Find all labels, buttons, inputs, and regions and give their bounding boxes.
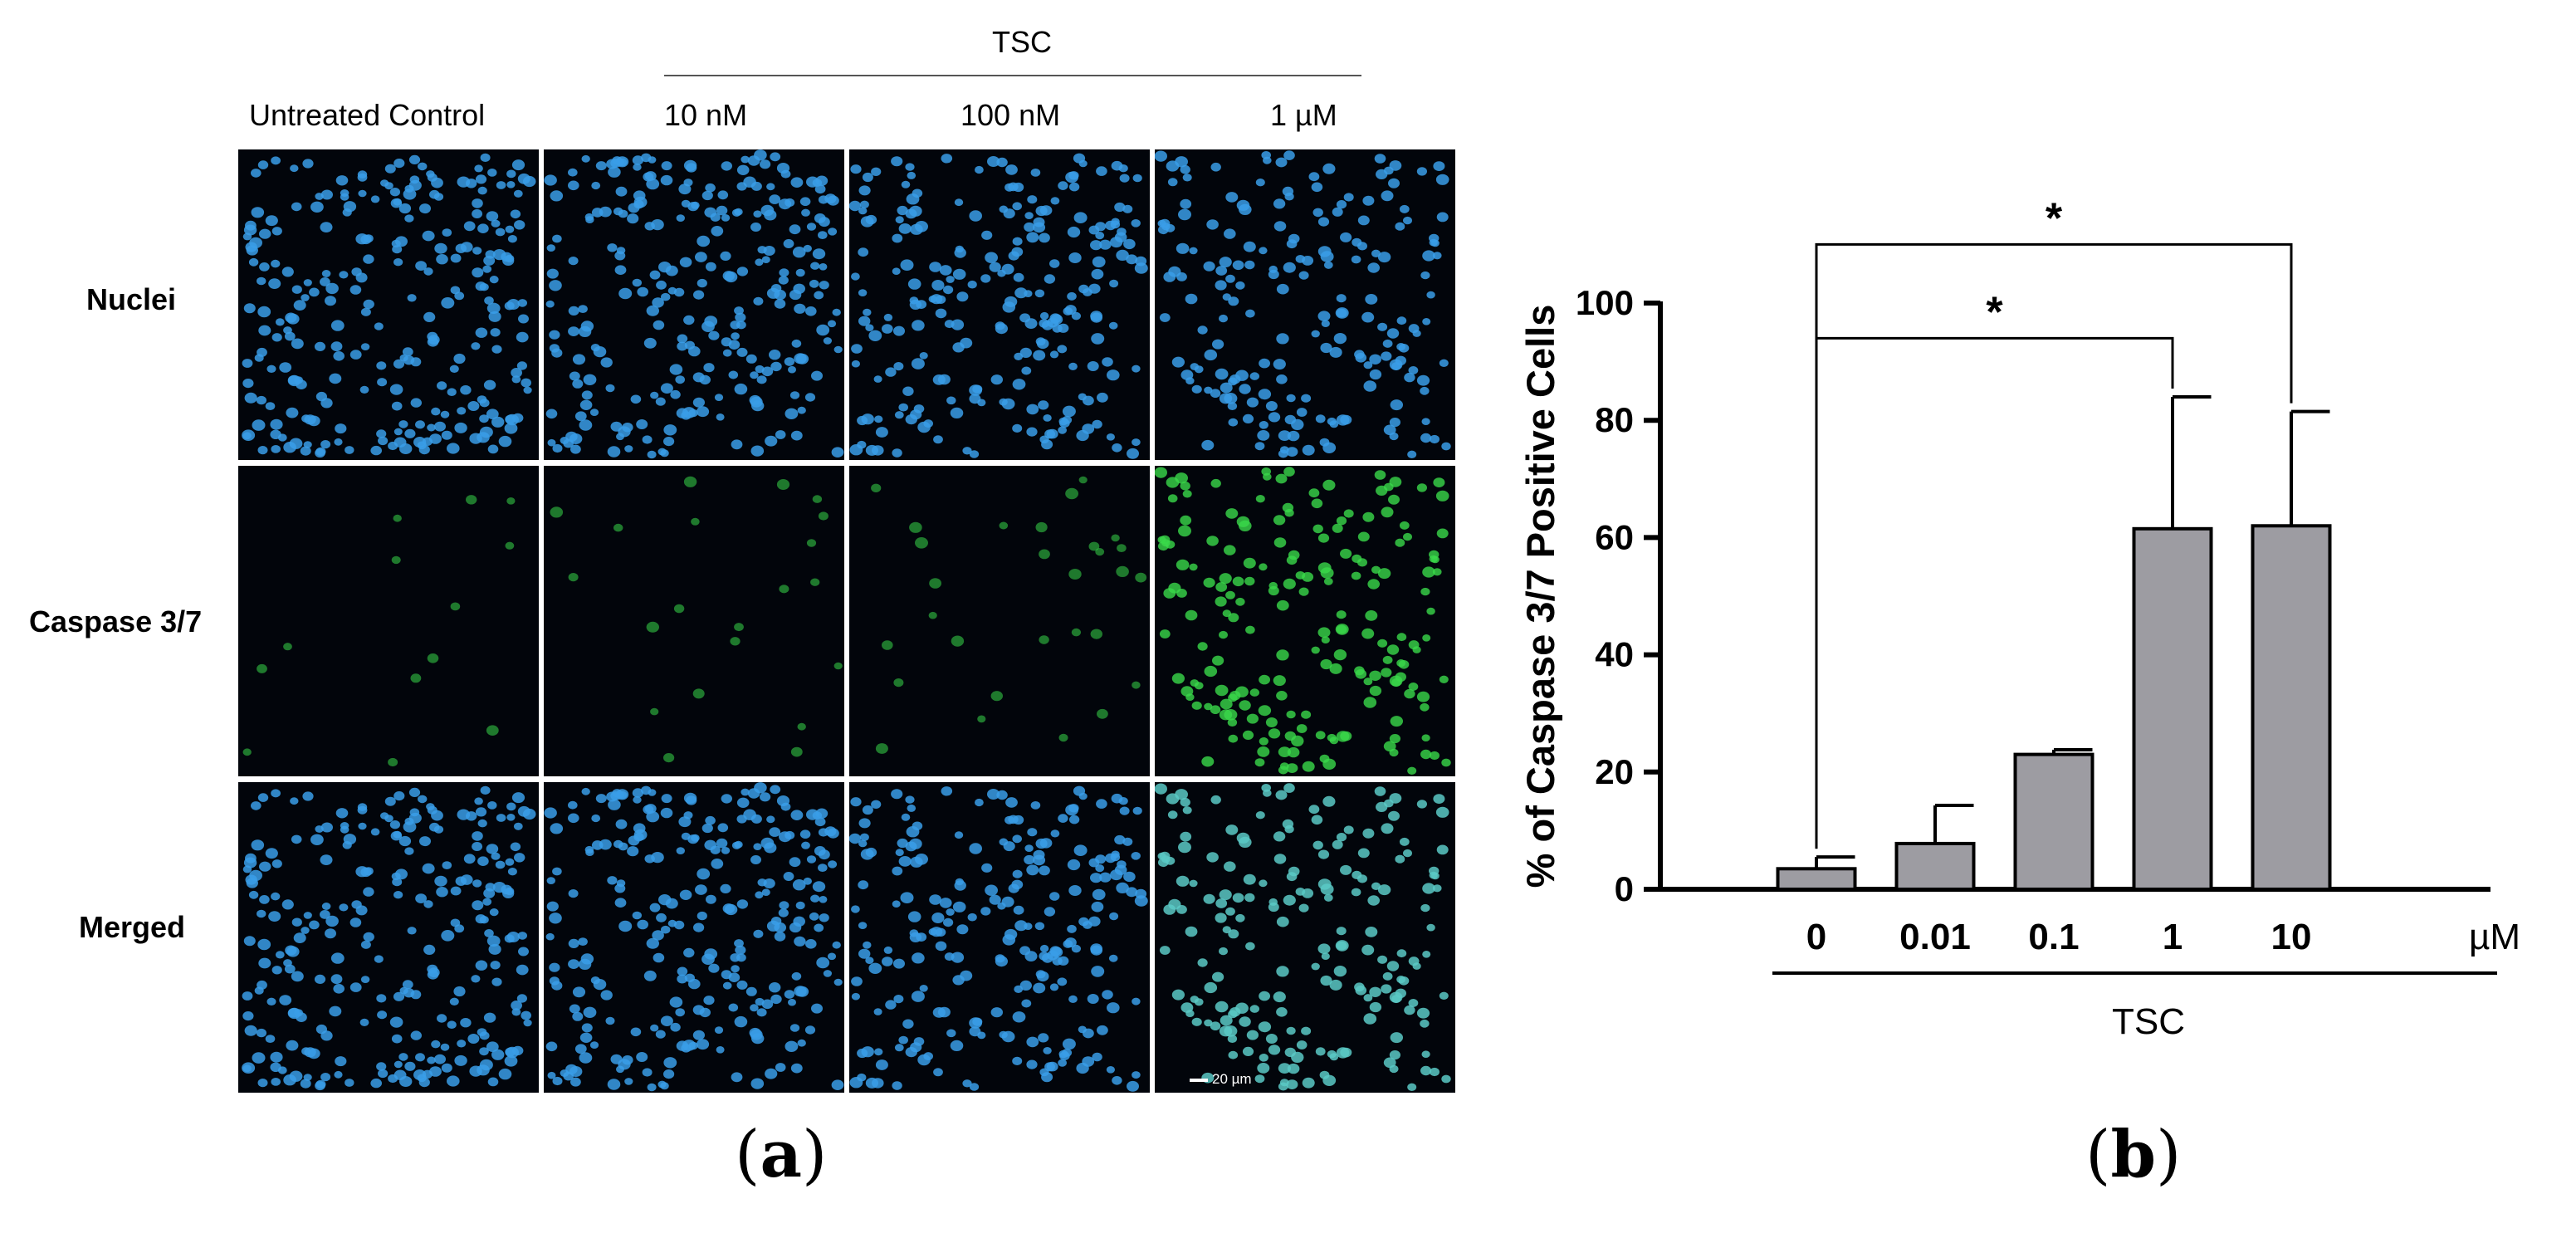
micrograph-nuclei-100nm [849,149,1150,460]
bar-0.1 [2013,752,2095,891]
x-tick-label-0: 0 [1806,917,1826,957]
panel-b-tag-open: ( [2085,1118,2111,1192]
x-tick-label-1: 1 [2163,917,2183,957]
micrograph-caspase-100nm [849,466,1150,776]
scale-bar-line [1190,1078,1208,1082]
y-tick-label-100: 100 [1576,283,1634,322]
scale-bar-label: 20 µm [1212,1071,1252,1087]
panel-a-tag: (a) [735,1117,827,1192]
y-tick-label-60: 60 [1595,517,1634,556]
micrograph-merged-100nm [849,782,1150,1093]
micrograph-grid [238,149,1488,1098]
column-label-1um: 1 µM [1270,98,1337,132]
panel-b-tag: (b) [2085,1117,2181,1192]
tsc-group-line [664,75,1361,76]
row-label-nuclei: Nuclei [86,282,177,316]
y-tick-label-80: 80 [1595,400,1634,439]
column-label-10nm: 10 nM [664,98,748,132]
x-tick-label-0.1: 0.1 [2028,917,2079,957]
panel-a-tag-open: ( [735,1118,760,1192]
panel-a-tag-letter: a [760,1117,802,1192]
bar-10 [2251,524,2332,892]
x-axis-title: TSC [2112,1001,2185,1042]
x-unit-label: µM [2469,917,2520,957]
panel-a-tag-close: ) [801,1118,828,1192]
y-axis-title: % of Caspase 3/7 Positive Cells [1518,305,1562,888]
bar-0 [1776,867,1857,892]
x-tick-label-0.01: 0.01 [1899,917,1971,957]
micrograph-nuclei-10nm [544,149,844,460]
tsc-group-label: TSC [992,25,1052,59]
micrograph-merged-10nm [544,782,844,1093]
micrograph-merged-untreated [238,782,539,1093]
column-label-100nm: 100 nM [961,98,1061,132]
panel-b-chart: 0 20 40 60 80 100% of Caspase 3/7 Positive Ce… [1494,0,2576,1233]
significance-star-0-10: * [2046,194,2063,242]
y-tick-label-40: 40 [1595,635,1634,674]
row-label-merged: Merged [79,910,186,944]
row-label-caspase: Caspase 3/7 [29,604,203,639]
x-tick-label-10: 10 [2271,917,2312,957]
micrograph-caspase-untreated [238,466,539,776]
significance-star-0-1: * [1986,288,2003,336]
micrograph-caspase-1um [1155,466,1455,776]
panel-b-tag-close: ) [2155,1118,2182,1192]
y-tick-label-20: 20 [1595,752,1634,791]
micrograph-nuclei-untreated [238,149,539,460]
significance-bracket-0-10 [1815,242,2293,849]
micrograph-nuclei-1um [1155,149,1455,460]
significance-bracket-0-1 [1815,336,2174,849]
scale-bar: 20 µm [1190,1071,1252,1088]
panel-a-micrographs: TSC Untreated Control 10 nM 100 nM 1 µM … [29,25,1488,1192]
bar-1 [2132,526,2213,891]
y-tick-label-0: 0 [1615,869,1634,908]
micrograph-merged-1um [1155,782,1455,1093]
micrograph-caspase-10nm [544,466,844,776]
bar-0.01 [1894,841,1976,892]
panel-b-tag-letter: b [2110,1117,2156,1192]
column-label-untreated: Untreated Control [249,98,486,132]
